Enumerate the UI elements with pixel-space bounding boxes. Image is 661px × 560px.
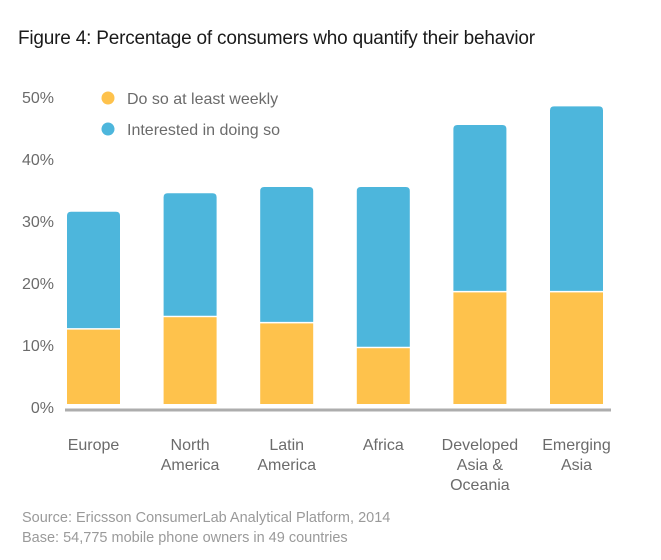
y-tick-label: 50%: [22, 90, 54, 107]
x-tick-label-line: Europe: [67, 437, 120, 454]
x-tick-label: Europe: [39, 436, 149, 456]
bar-segment-interested: [163, 193, 217, 316]
legend-label: Do so at least weekly: [127, 91, 278, 108]
x-tick-label-line: Asia &: [456, 457, 504, 474]
legend-label: Interested in doing so: [127, 122, 280, 139]
bar-segment-weekly: [67, 329, 120, 404]
x-tick-label-line: Latin: [269, 437, 305, 454]
y-tick-label: 40%: [22, 152, 54, 169]
bar-segment-weekly: [550, 292, 603, 404]
bar-segment-interested: [67, 211, 120, 329]
x-tick-label: Emerging Asia: [522, 436, 632, 476]
y-tick-label: 20%: [22, 276, 54, 293]
x-tick-label-line: Africa: [362, 437, 404, 454]
x-tick-label: North America: [135, 436, 245, 476]
bars: [67, 106, 603, 404]
bar-segment-weekly: [163, 317, 217, 404]
base-note: Base: 54,775 mobile phone owners in 49 c…: [22, 530, 348, 546]
y-axis-ticks: 0% 10% 20% 30% 40% 50%: [22, 90, 54, 417]
x-tick-label-line: North: [170, 437, 210, 454]
bar-segment-weekly: [453, 292, 507, 404]
x-tick-label: Latin America: [232, 436, 342, 476]
x-tick-label-line: Asia: [560, 457, 593, 474]
legend: Do so at least weekly Interested in doing…: [101, 91, 280, 139]
bar-segment-weekly: [260, 323, 314, 404]
x-tick-label-line: Oceania: [450, 477, 510, 494]
footer: Source: Ericsson ConsumerLab Analytical …: [22, 508, 390, 548]
y-tick-label: 30%: [22, 214, 54, 231]
x-tick-label-line: America: [257, 457, 317, 474]
chart-title: Figure 4: Percentage of consumers who qu…: [18, 28, 535, 49]
bar-segment-interested: [453, 125, 507, 291]
x-tick-label-line: Emerging: [542, 437, 611, 454]
bar-segment-interested: [356, 187, 410, 347]
source-note: Source: Ericsson ConsumerLab Analytical …: [22, 510, 391, 526]
legend-swatch: [101, 91, 115, 105]
x-tick-label-line: Developed: [441, 437, 519, 454]
bar-segment-interested: [550, 106, 603, 291]
bar-segment-weekly: [356, 348, 410, 404]
y-tick-label: 0%: [31, 400, 54, 417]
legend-swatch: [101, 122, 115, 136]
x-tick-label: Africa: [328, 436, 438, 456]
x-tick-label: Developed Asia & Oceania: [425, 436, 535, 496]
stacked-bar-chart: 0% 10% 20% 30% 40% 50% Do so at least weekly I…: [22, 90, 611, 417]
y-tick-label: 10%: [22, 338, 54, 355]
bar-segment-interested: [260, 187, 314, 322]
x-tick-label-line: America: [160, 457, 220, 474]
